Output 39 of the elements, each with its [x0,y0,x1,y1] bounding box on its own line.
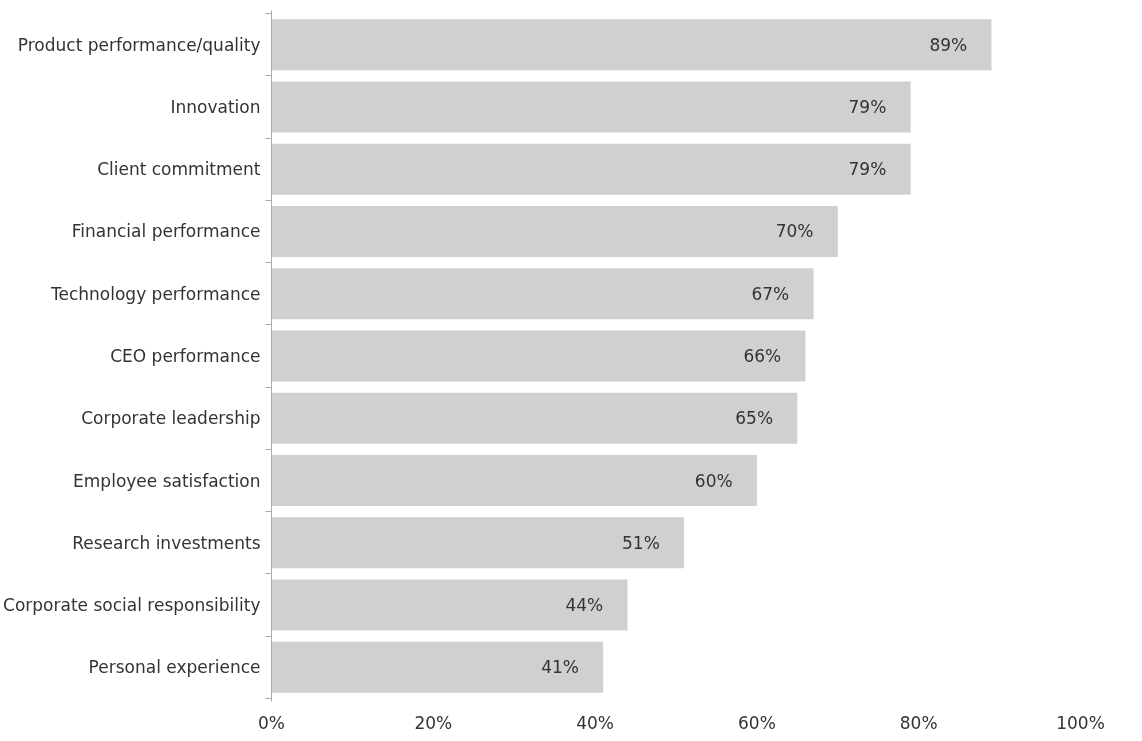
data-label: 79% [848,159,887,180]
data-label: 79% [848,96,887,117]
y-tick-label: Research investments [72,532,261,553]
x-tick-label: 100% [1056,712,1105,733]
data-label: 70% [775,221,814,242]
bar [271,19,992,71]
data-label: 51% [622,532,660,553]
bar [271,81,911,133]
bar [271,205,838,258]
y-tick-label: Innovation [170,96,261,117]
x-tick-label: 20% [414,712,453,733]
bar [271,330,806,382]
y-tick-label: Technology performance [50,283,261,304]
x-tick-label: 80% [899,712,938,733]
y-tick-label: Corporate social responsibility [3,595,261,616]
y-tick-label: Employee satisfaction [73,470,261,491]
y-tick-label: Personal experience [88,657,261,678]
data-label: 89% [929,34,968,55]
x-tick-label: 0% [258,712,285,733]
data-label: 60% [694,470,733,491]
bar [271,641,604,693]
bar [271,454,757,507]
data-label: 65% [735,408,774,429]
y-tick-label: Financial performance [71,221,261,242]
data-label: 44% [565,595,604,616]
y-tick-label: Product performance/quality [17,34,261,55]
bar [271,392,798,444]
y-tick-label: CEO performance [110,346,261,366]
data-label: 66% [743,346,782,366]
bar [271,579,628,631]
y-tick-label: Corporate leadership [81,408,261,429]
bar [271,268,814,320]
x-tick-label: 40% [576,712,614,733]
bar [271,517,685,569]
data-label: 67% [751,283,790,304]
x-tick-label: 60% [738,712,776,733]
y-tick-label: Client commitment [97,159,261,180]
data-label: 41% [541,657,579,678]
bar [271,143,911,195]
